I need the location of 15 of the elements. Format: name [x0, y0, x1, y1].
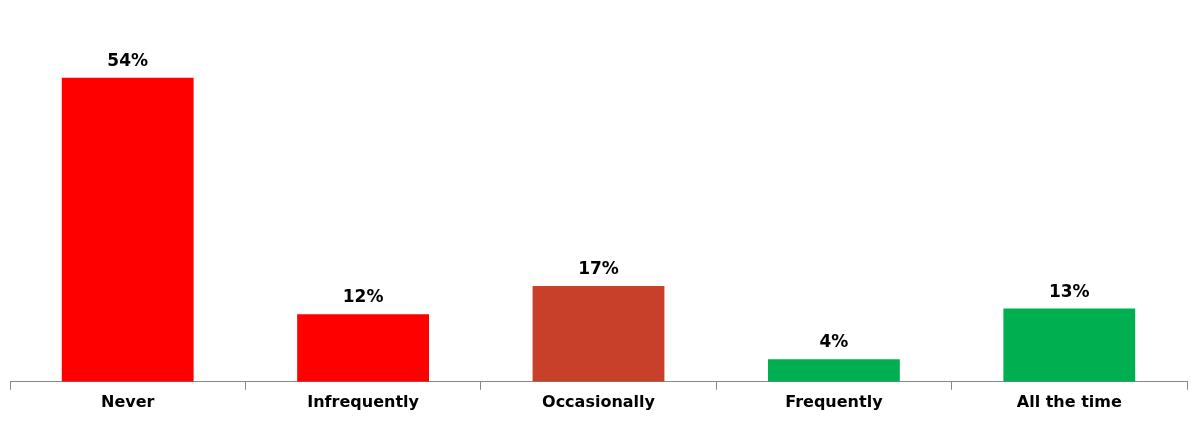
data-label: 4%: [819, 331, 849, 352]
bar: [767, 359, 900, 382]
data-label: 17%: [578, 258, 619, 279]
bar: [61, 77, 194, 382]
data-label: 12%: [342, 286, 384, 307]
data-label: 54%: [107, 49, 149, 70]
x-tick-label: Infrequently: [307, 391, 420, 411]
x-tick-label: Occasionally: [542, 391, 656, 411]
bar: [1003, 308, 1136, 382]
data-label: 13%: [1048, 280, 1090, 301]
bar: [532, 286, 665, 382]
x-tick-label: Frequently: [785, 391, 884, 411]
x-tick-label: All the time: [1016, 391, 1122, 411]
x-tick-label: Never: [100, 391, 155, 411]
bar: [297, 314, 430, 382]
